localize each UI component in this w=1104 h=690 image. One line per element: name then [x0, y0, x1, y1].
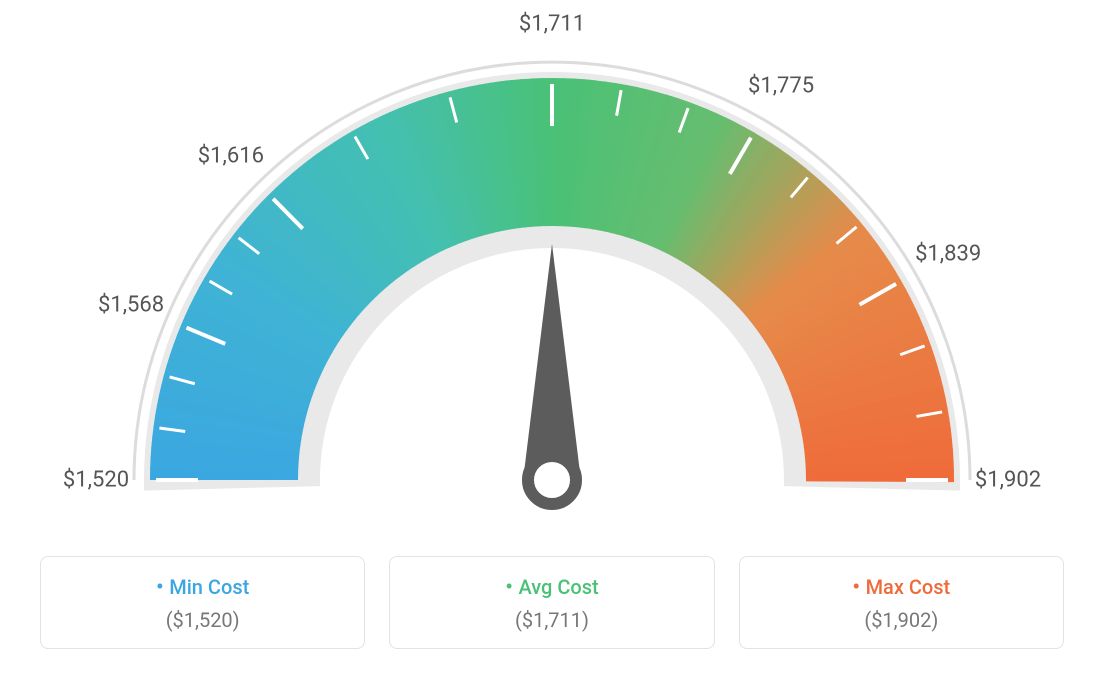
gauge-svg — [0, 0, 1104, 550]
max-cost-card: Max Cost ($1,902) — [739, 556, 1064, 649]
avg-cost-card: Avg Cost ($1,711) — [389, 556, 714, 649]
max-cost-value: ($1,902) — [750, 608, 1053, 632]
gauge-tick-label: $1,902 — [975, 468, 1041, 493]
avg-cost-value: ($1,711) — [400, 608, 703, 632]
avg-cost-title: Avg Cost — [400, 575, 703, 600]
min-cost-value: ($1,520) — [51, 608, 354, 632]
min-cost-title: Min Cost — [51, 575, 354, 600]
min-cost-card: Min Cost ($1,520) — [40, 556, 365, 649]
gauge-tick-label: $1,775 — [748, 73, 814, 98]
gauge-tick-label: $1,568 — [98, 292, 164, 317]
max-cost-title: Max Cost — [750, 575, 1053, 600]
gauge-tick-label: $1,839 — [915, 242, 981, 267]
gauge-tick-label: $1,520 — [63, 468, 129, 493]
gauge-tick-label: $1,616 — [198, 144, 264, 169]
cost-gauge: $1,520 $1,568 $1,616 $1,711 $1,775 $1,839 $1,9… — [0, 0, 1104, 550]
gauge-tick-label: $1,711 — [519, 12, 585, 37]
summary-cards: Min Cost ($1,520) Avg Cost ($1,711) Max … — [0, 556, 1104, 649]
